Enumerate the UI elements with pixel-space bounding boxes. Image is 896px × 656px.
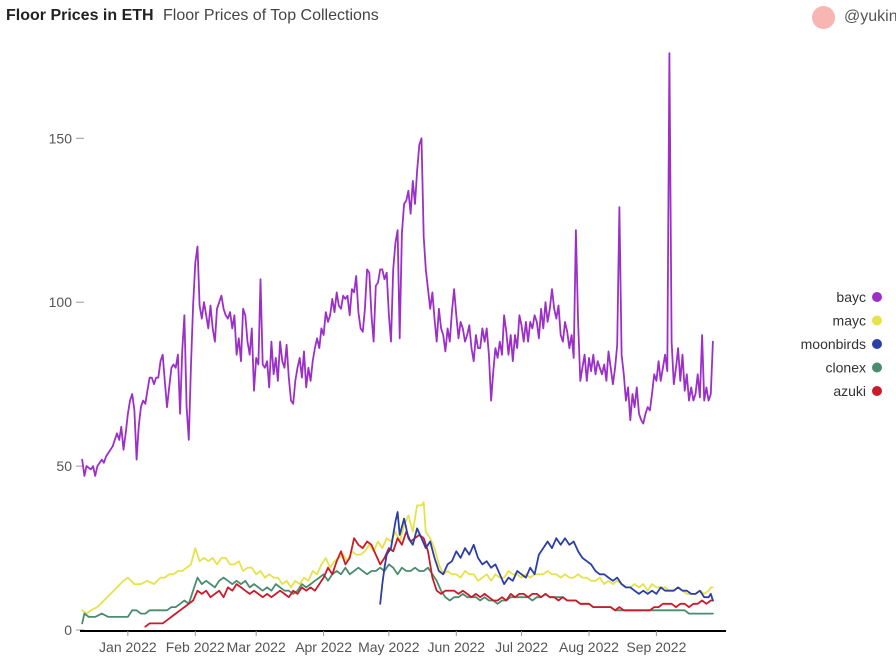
chart-header: Floor Prices in ETH Floor Prices of Top …	[0, 0, 896, 36]
legend-item-moonbirds[interactable]: moonbirds	[801, 336, 882, 352]
user-handle[interactable]: @yukin	[844, 8, 896, 25]
x-tick-label: Sep 2022	[626, 639, 686, 655]
x-tick-label: May 2022	[358, 639, 420, 655]
legend-marker	[872, 315, 882, 326]
series-line-clonex[interactable]	[81, 563, 714, 625]
x-tick-label: Jun 2022	[427, 639, 485, 655]
y-tick-label: 50	[56, 458, 72, 474]
series-line-mayc[interactable]	[81, 501, 714, 615]
series-layer	[81, 52, 714, 628]
legend-marker	[872, 362, 882, 373]
y-tick-label: 150	[49, 130, 73, 146]
legend-label: bayc	[836, 289, 866, 305]
legend-label: moonbirds	[801, 336, 866, 352]
x-axis: Jan 2022 Feb 2022 Mar 2022 Apr 2022 May 2022…	[80, 630, 726, 655]
legend-label: azuki	[833, 383, 866, 399]
legend-item-clonex[interactable]: clonex	[826, 360, 882, 376]
legend-marker	[872, 292, 882, 302]
x-tick-label: Jan 2022	[99, 639, 157, 655]
x-tick-label: Jul 2022	[495, 639, 548, 655]
chart-title: Floor Prices in ETH	[6, 7, 154, 24]
legend-marker	[872, 339, 882, 349]
legend-label: mayc	[833, 313, 866, 329]
series-line-moonbirds[interactable]	[379, 511, 714, 605]
x-tick-label: Aug 2022	[559, 639, 619, 655]
series-line-bayc[interactable]	[81, 52, 714, 477]
chart-subtitle: Floor Prices of Top Collections	[163, 7, 379, 24]
y-tick-label: 100	[49, 294, 73, 310]
legend-label: clonex	[826, 360, 866, 376]
legend: bayc mayc moonbirds clonex azuki	[801, 289, 882, 399]
x-tick-label: Mar 2022	[227, 639, 286, 655]
y-tick-label: 0	[64, 622, 72, 638]
y-axis: 0 50 100 150	[49, 130, 84, 638]
series-line-azuki[interactable]	[144, 530, 714, 628]
legend-item-azuki[interactable]: azuki	[833, 383, 882, 399]
legend-item-bayc[interactable]: bayc	[836, 289, 882, 305]
legend-marker	[872, 386, 882, 396]
x-tick-label: Feb 2022	[166, 639, 225, 655]
legend-item-mayc[interactable]: mayc	[833, 313, 882, 329]
avatar[interactable]	[812, 6, 835, 29]
x-tick-label: Apr 2022	[295, 639, 352, 655]
